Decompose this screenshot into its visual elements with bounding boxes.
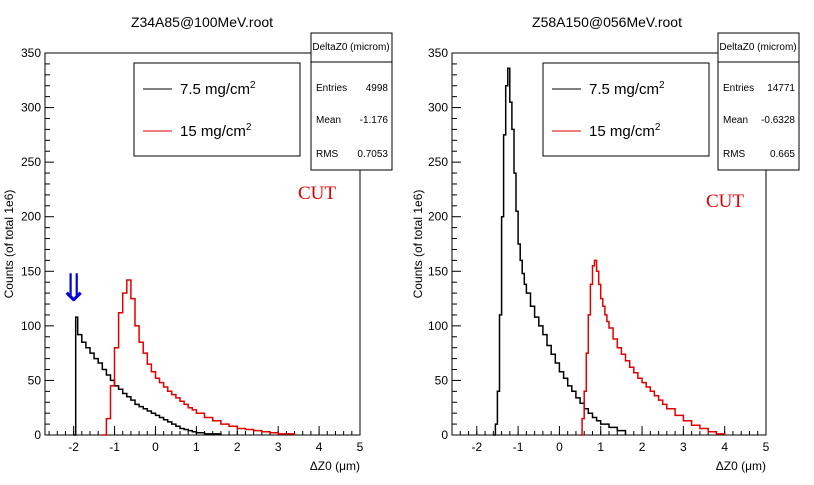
y-tick-label: 150: [21, 264, 41, 278]
stats-entries-label: Entries: [723, 83, 754, 94]
x-tick-label: 4: [721, 440, 728, 454]
legend-frame: [542, 62, 710, 157]
x-axis-ticks: -2 -1 0 1 2 3 4 5: [48, 426, 364, 454]
histogram-series: [493, 67, 726, 436]
y-tick-label: 100: [21, 319, 41, 333]
stats-name: DeltaZ0 (microm): [312, 42, 389, 53]
y-tick-label: 250: [21, 155, 41, 169]
cut-annotation: CUT: [298, 183, 336, 204]
x-tick-label: 5: [357, 440, 364, 454]
y-axis-ticks: 0 50 100 150 200 250 300 350: [21, 46, 54, 442]
series-line-black: [493, 67, 627, 436]
y-tick-label: 200: [428, 210, 448, 224]
legend-entry-15: 15 mg/cm2: [180, 122, 252, 140]
stats-rms-label: RMS: [723, 149, 746, 160]
x-tick-label: 2: [639, 440, 646, 454]
stats-mean-value: -0.6328: [761, 115, 795, 126]
y-tick-label: 100: [428, 319, 448, 333]
y-tick-label: 0: [441, 428, 448, 442]
x-tick-label: 1: [597, 440, 604, 454]
stats-box: DeltaZ0 (microm) Entries 14771 Mean -0.6…: [717, 32, 800, 171]
plot-frame: [44, 52, 361, 436]
stats-mean-label: Mean: [723, 115, 748, 126]
stats-mean-label: Mean: [316, 115, 341, 126]
legend-entry-7.5: 7.5 mg/cm2: [589, 80, 665, 98]
y-axis-ticks: 0 50 100 150 200 250 300 350: [428, 46, 461, 442]
x-tick-label: -1: [109, 440, 120, 454]
stats-rms-label: RMS: [316, 149, 339, 160]
x-tick-label: 5: [763, 440, 770, 454]
series-line-red: [102, 279, 296, 436]
x-tick-label: 3: [275, 440, 282, 454]
x-tick-label: -2: [68, 440, 79, 454]
stats-frame: [717, 32, 800, 171]
stats-entries-value: 14771: [767, 83, 795, 94]
y-tick-label: 250: [428, 155, 448, 169]
y-tick-label: 350: [428, 46, 448, 60]
x-tick-label: -1: [513, 440, 524, 454]
y-tick-label: 50: [28, 373, 42, 387]
stats-frame: [310, 32, 393, 171]
x-tick-label: 0: [556, 440, 563, 454]
chart-title: Z58A150@056MeV.root: [532, 14, 682, 30]
legend-frame: [133, 62, 301, 157]
y-tick-label: 300: [21, 101, 41, 115]
double-down-arrow-icon: ⇓: [58, 266, 90, 310]
series-line-black: [73, 316, 222, 436]
y-tick-label: 50: [435, 373, 449, 387]
x-axis-label: ΔZ0 (μm): [716, 459, 766, 473]
x-tick-label: 2: [234, 440, 241, 454]
chart-panel-z34a85: Z34A85@100MeV.root 050100150200250300350…: [2, 14, 393, 473]
legend-entry-15: 15 mg/cm2: [589, 122, 661, 140]
stats-rms-value: 0.665: [770, 149, 795, 160]
chart-title: Z34A85@100MeV.root: [131, 14, 273, 30]
x-tick-label: -2: [471, 440, 482, 454]
y-axis-label: Counts (of total 1e6): [411, 190, 425, 299]
y-axis-label: Counts (of total 1e6): [2, 190, 16, 299]
stats-mean-value: -1.176: [360, 115, 389, 126]
y-tick-label: 200: [21, 210, 41, 224]
legend-entry-7.5: 7.5 mg/cm2: [180, 80, 256, 98]
y-tick-label: 0: [34, 428, 41, 442]
legend-box: 7.5 mg/cm2 15 mg/cm2: [542, 62, 710, 157]
cut-annotation: CUT: [706, 191, 744, 212]
x-tick-label: 1: [193, 440, 200, 454]
x-axis-label: ΔZ0 (μm): [310, 459, 360, 473]
x-tick-label: 0: [152, 440, 159, 454]
stats-entries-label: Entries: [316, 83, 347, 94]
histogram-series: [73, 279, 296, 436]
stats-name: DeltaZ0 (microm): [719, 42, 796, 53]
y-tick-label: 300: [428, 101, 448, 115]
stats-entries-value: 4998: [366, 83, 389, 94]
legend-box: 7.5 mg/cm2 15 mg/cm2: [133, 62, 301, 157]
chart-panel-z58a150: Z58A150@056MeV.root 05010015020025030035…: [411, 14, 800, 473]
x-axis-ticks: -2 -1 0 1 2 3 4 5: [451, 426, 770, 454]
series-line-red: [580, 259, 726, 436]
stats-rms-value: 0.7053: [357, 149, 388, 160]
x-tick-label: 3: [680, 440, 687, 454]
y-tick-label: 350: [21, 46, 41, 60]
x-tick-label: 4: [316, 440, 323, 454]
stats-box: DeltaZ0 (microm) Entries 4998 Mean -1.17…: [310, 32, 393, 171]
y-tick-label: 150: [428, 264, 448, 278]
